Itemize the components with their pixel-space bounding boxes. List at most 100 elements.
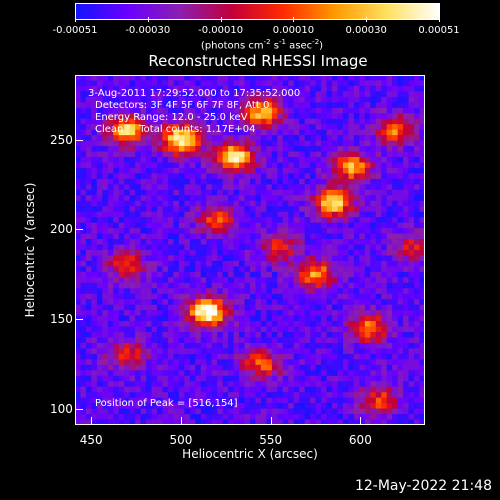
heatmap-cell [91,140,98,147]
heatmap-cell [173,304,180,311]
heatmap-cell [102,299,109,305]
heatmap-cell [135,321,141,327]
heatmap-cell [375,195,382,202]
heatmap-cell [348,364,355,371]
heatmap-cell [403,228,409,234]
heatmap-cell [80,348,87,355]
heatmap-cell [113,129,120,136]
heatmap-cell [222,173,229,180]
heatmap-cell [222,200,229,207]
heatmap-cell [304,129,311,136]
heatmap-cell [178,244,185,251]
heatmap-cell [195,129,202,136]
heatmap-cell [162,244,169,251]
heatmap-cell [408,151,415,158]
heatmap-cell [200,381,207,388]
heatmap-cell [282,304,289,311]
heatmap-cell [157,277,163,284]
heatmap-cell [392,288,398,295]
heatmap-cell [211,326,218,333]
heatmap-cell [184,91,191,98]
heatmap-cell [326,266,333,273]
heatmap-cell [310,342,316,349]
heatmap-cell [233,135,240,141]
heatmap-cell [244,80,251,87]
heatmap-cell [140,167,147,174]
heatmap-cell [91,250,98,256]
heatmap-cell [233,211,240,218]
heatmap-cell [151,293,158,300]
heatmap-cell [255,200,262,207]
heatmap-cell [195,167,202,174]
heatmap-cell [288,146,295,152]
heatmap-cell [233,337,240,344]
heatmap-cell [211,206,218,213]
heatmap-cell [206,353,213,360]
heatmap-cell [271,375,278,382]
heatmap-cell [118,310,125,316]
heatmap-cell [288,304,295,311]
heatmap-cell [96,288,103,295]
heatmap-cell [107,96,114,103]
heatmap-cell [419,178,425,185]
heatmap-cell [85,326,92,333]
heatmap-cell [140,255,147,262]
heatmap-cell [381,419,388,425]
heatmap-cell [167,359,174,366]
heatmap-cell [255,299,262,305]
heatmap-cell [189,364,196,371]
heatmap-cell [260,80,267,87]
heatmap-cell [375,255,382,262]
heatmap-cell [140,184,147,191]
heatmap-cell [217,348,223,355]
heatmap-cell [337,91,344,98]
heatmap-cell [271,239,278,245]
heatmap-cell [271,260,278,267]
heatmap-cell [118,326,125,333]
heatmap-cell [414,200,420,207]
heatmap-cell [342,282,349,289]
heatmap-cell [233,348,240,355]
heatmap-cell [386,80,393,87]
heatmap-cell [348,135,355,141]
heatmap-cell [195,124,202,130]
heatmap-cell [266,386,273,393]
heatmap-cell [222,414,229,420]
heatmap-cell [392,85,398,92]
heatmap-cell [157,364,163,371]
heatmap-cell [337,239,344,245]
heatmap-cell [239,184,245,191]
heatmap-cell [260,124,267,130]
heatmap-cell [96,228,103,234]
heatmap-cell [167,217,174,223]
heatmap-cell [397,124,404,130]
heatmap-cell [118,206,125,213]
heatmap-cell [282,348,289,355]
heatmap-cell [228,342,234,349]
heatmap-cell [364,129,371,136]
heatmap-cell [370,414,377,420]
heatmap-cell [348,206,355,213]
heatmap-cell [107,381,114,388]
heatmap-cell [75,403,81,409]
heatmap-cell [359,184,366,191]
heatmap-cell [310,206,316,213]
heatmap-cell [178,91,185,98]
heatmap-cell [91,255,98,262]
heatmap-cell [107,178,114,185]
heatmap-cell [239,195,245,202]
heatmap-cell [260,157,267,163]
heatmap-cell [189,299,196,305]
heatmap-cell [91,173,98,180]
heatmap-cell [266,353,273,360]
heatmap-cell [135,353,141,360]
heatmap-cell [419,102,425,109]
heatmap-cell [195,282,202,289]
y-tick-label: 150 [50,312,73,327]
heatmap-cell [135,211,141,218]
heatmap-cell [359,315,366,322]
heatmap-cell [419,157,425,163]
heatmap-cell [321,118,327,125]
heatmap-cell [113,304,120,311]
heatmap-cell [217,359,223,366]
